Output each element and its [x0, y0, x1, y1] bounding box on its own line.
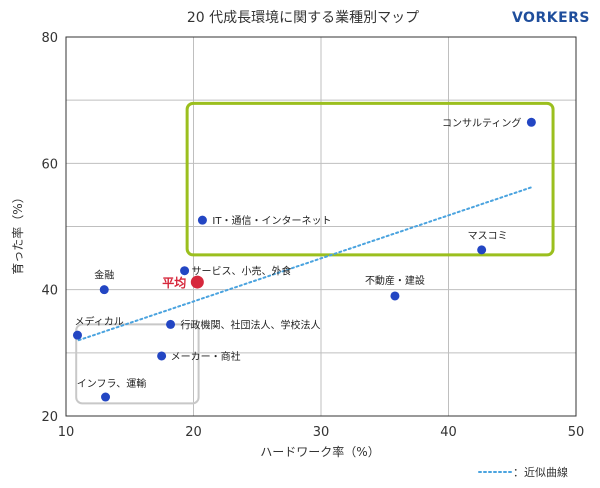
data-point [390, 291, 400, 301]
data-point [101, 392, 111, 402]
highlight-box [75, 323, 200, 405]
point-label: コンサルティング [442, 116, 521, 129]
y-tick-label: 20 [41, 410, 58, 425]
plot-frame [65, 36, 577, 417]
point-label: サービス、小売、外食 [192, 265, 292, 278]
x-axis-label: ハードワーク率（%） [260, 444, 379, 459]
point-label: 不動産・建設 [365, 274, 425, 287]
y-axis-ticks: 20 40 60 80 [41, 31, 58, 425]
data-point [526, 117, 536, 127]
point-label: マスコミ [468, 231, 508, 242]
x-tick-label: 50 [568, 425, 585, 440]
y-tick-label: 80 [41, 31, 58, 46]
average-label: 平均 [162, 275, 186, 290]
x-tick-label: 30 [313, 425, 330, 440]
data-point [180, 266, 190, 276]
point-label: IT・通信・インターネット [212, 215, 331, 227]
data-point [99, 285, 109, 295]
x-tick-label: 10 [58, 425, 75, 440]
point-label: 行政機関、社団法人、学校法人 [181, 318, 321, 331]
point-label: 金融 [94, 269, 114, 282]
legend: ：近似曲線 [478, 465, 568, 479]
data-point [166, 319, 176, 329]
y-tick-label: 40 [41, 284, 58, 299]
highlight-box [185, 101, 555, 257]
data-point [477, 245, 487, 255]
point-label: メーカー・商社 [171, 350, 241, 363]
grid-lines [66, 37, 576, 416]
average-point [190, 275, 204, 289]
chart-title: 20 代成長環境に関する業種別マップ [187, 10, 419, 26]
point-label: インフラ、運輸 [77, 377, 147, 390]
highlight-boxes [75, 101, 555, 405]
x-axis-ticks: 10 20 30 40 50 [58, 425, 585, 440]
data-point [197, 215, 207, 225]
point-label: メディカル [74, 315, 123, 328]
x-tick-label: 20 [185, 425, 202, 440]
x-tick-label: 40 [440, 425, 457, 440]
legend-trendline-label: ：近似曲線 [513, 465, 568, 479]
data-point [72, 330, 82, 340]
trendline [77, 186, 533, 342]
brand-logo: VORKERS [512, 10, 590, 26]
data-points [72, 117, 536, 402]
data-point [157, 351, 167, 361]
y-axis-label: 育った率（%） [10, 191, 25, 274]
y-tick-label: 60 [41, 157, 58, 172]
